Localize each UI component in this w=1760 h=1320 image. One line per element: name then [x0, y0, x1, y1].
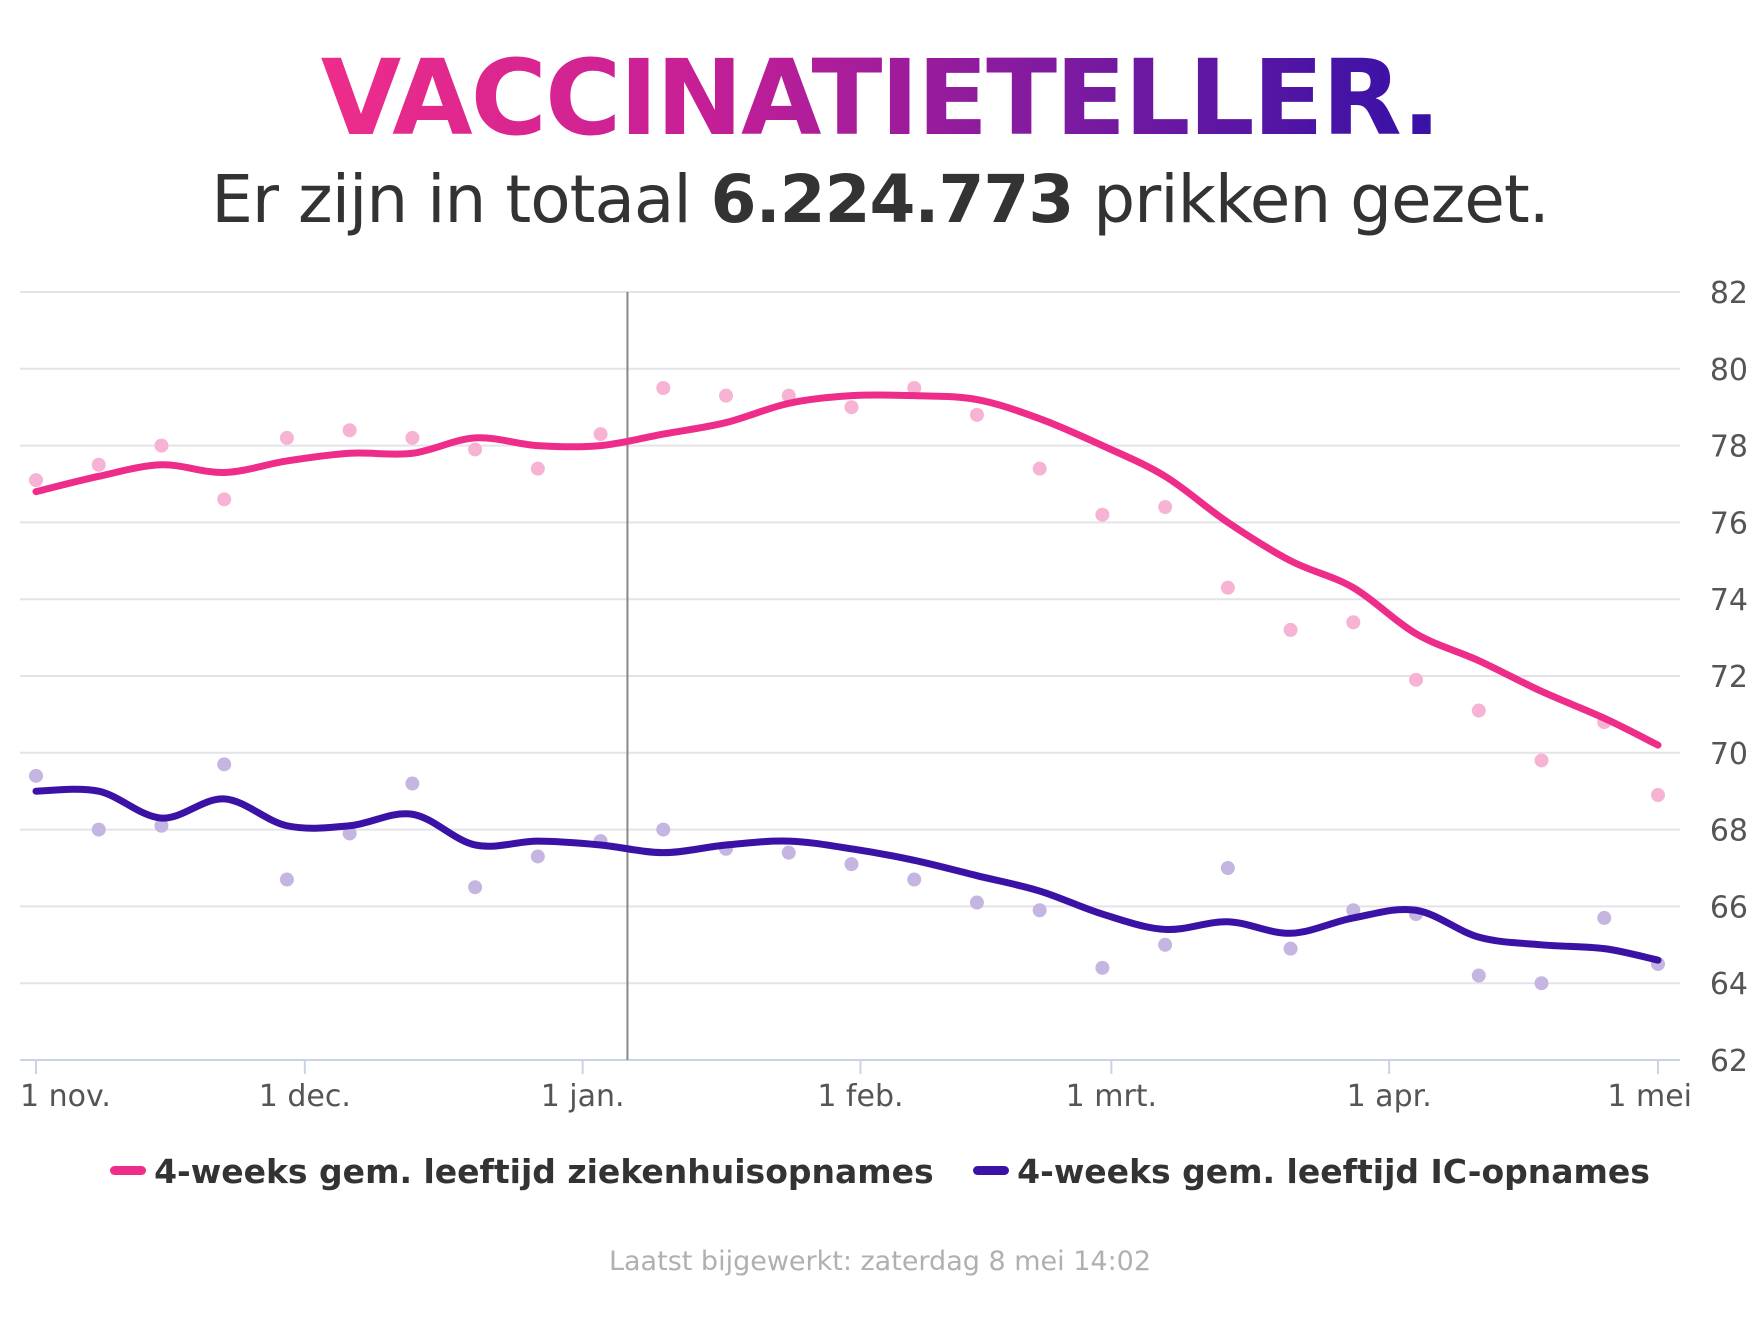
- data-point-hospital: [468, 442, 483, 457]
- data-point-ic: [1471, 968, 1486, 983]
- age-chart: 82 80 78 76 74 72 70 68 66 64 62 1 nov. 1 dec. 1 jan.…: [20, 276, 1748, 1114]
- axis-layer: 82 80 78 76 74 72 70 68 66 64 62 1 nov. 1 dec. 1 jan.…: [20, 276, 1748, 1114]
- data-point-ic: [781, 845, 796, 860]
- data-point-hospital: [1534, 753, 1549, 768]
- x-tick-label: 1 nov.: [20, 1079, 111, 1114]
- y-tick-label: 76: [1710, 506, 1748, 541]
- y-tick-label: 72: [1710, 660, 1748, 695]
- data-point-ic: [656, 822, 671, 837]
- y-tick-label: 70: [1710, 737, 1748, 772]
- y-tick-label: 80: [1710, 353, 1748, 388]
- data-point-hospital: [1471, 703, 1486, 718]
- legend-item-ic: 4-weeks gem. leeftijd IC-opnames: [973, 1152, 1650, 1191]
- data-point-ic: [405, 776, 420, 791]
- data-point-ic: [154, 818, 169, 833]
- data-point-hospital: [1409, 672, 1424, 687]
- data-point-hospital: [29, 473, 43, 488]
- x-tick-label: 1 dec.: [259, 1079, 351, 1114]
- data-point-ic: [969, 895, 984, 910]
- data-point-hospital: [1158, 500, 1173, 515]
- data-point-hospital: [342, 423, 357, 438]
- y-tick-label: 78: [1710, 430, 1748, 465]
- data-point-ic: [1283, 941, 1298, 956]
- data-point-ic: [1597, 910, 1612, 925]
- last-updated: Laatst bijgewerkt: zaterdag 8 mei 14:02: [608, 1246, 1152, 1277]
- vaccination-total: 6.224.773: [710, 161, 1075, 238]
- data-point-hospital: [1651, 788, 1665, 803]
- page-title: VACCINATIETELLER.: [0, 38, 1760, 158]
- series-line-hospital: [32, 391, 1662, 749]
- data-point-hospital: [719, 388, 734, 403]
- subtitle-suffix: prikken gezet.: [1093, 161, 1549, 238]
- data-point-ic: [342, 826, 357, 841]
- y-tick-label: 62: [1710, 1044, 1748, 1079]
- data-point-hospital: [154, 438, 169, 453]
- data-point-ic: [907, 872, 922, 887]
- legend-label-ic: 4-weeks gem. leeftijd IC-opnames: [1017, 1152, 1650, 1191]
- data-point-hospital: [1095, 507, 1110, 522]
- data-point-hospital: [1283, 622, 1298, 637]
- data-point-ic: [530, 849, 545, 864]
- data-point-ic: [279, 872, 294, 887]
- lines-layer: [32, 391, 1662, 964]
- legend: 4-weeks gem. leeftijd ziekenhuisopnames …: [0, 1152, 1760, 1191]
- data-point-hospital: [593, 427, 608, 442]
- data-point-hospital: [279, 430, 294, 445]
- data-point-hospital: [969, 407, 984, 422]
- series-line-ic: [32, 785, 1662, 964]
- data-point-hospital: [844, 400, 859, 415]
- y-tick-label: 74: [1710, 583, 1748, 618]
- data-point-ic: [844, 857, 859, 872]
- y-tick-label: 68: [1710, 814, 1748, 849]
- grid-layer: [20, 291, 1680, 1061]
- points-layer: [29, 381, 1665, 991]
- x-tick-label: 1 mei: [1607, 1079, 1692, 1114]
- x-tick-label: 1 jan.: [541, 1079, 625, 1114]
- title-dot: .: [1401, 37, 1441, 159]
- data-point-ic: [1158, 937, 1173, 952]
- data-point-hospital: [1220, 580, 1235, 595]
- data-point-hospital: [907, 381, 922, 395]
- x-tick-label: 1 mrt.: [1066, 1079, 1157, 1114]
- data-point-hospital: [656, 381, 671, 395]
- y-tick-label: 82: [1710, 276, 1748, 311]
- data-point-ic: [1220, 861, 1235, 875]
- data-point-ic: [1032, 903, 1047, 918]
- legend-swatch-hospital: [110, 1166, 147, 1175]
- data-point-hospital: [405, 430, 420, 445]
- data-point-hospital: [1032, 461, 1047, 476]
- title-text: VACCINATIETELLER: [320, 37, 1404, 159]
- data-point-hospital: [1346, 615, 1361, 630]
- data-point-ic: [1095, 960, 1110, 975]
- legend-swatch-ic: [973, 1166, 1010, 1175]
- y-tick-label: 64: [1710, 967, 1748, 1002]
- data-point-hospital: [91, 457, 106, 472]
- legend-item-hospital: 4-weeks gem. leeftijd ziekenhuisopnames: [110, 1152, 934, 1191]
- data-point-hospital: [530, 461, 545, 476]
- y-tick-label: 66: [1710, 890, 1748, 925]
- data-point-ic: [91, 822, 106, 837]
- x-tick-label: 1 feb.: [817, 1079, 903, 1114]
- data-point-ic: [468, 880, 483, 895]
- data-point-hospital: [217, 492, 232, 507]
- subtitle-prefix: Er zijn in totaal: [211, 161, 691, 238]
- legend-label-hospital: 4-weeks gem. leeftijd ziekenhuisopnames: [154, 1152, 934, 1191]
- subtitle: Er zijn in totaal 6.224.773 prikken geze…: [0, 158, 1760, 242]
- data-point-ic: [1534, 976, 1549, 991]
- data-point-ic: [29, 768, 43, 783]
- data-point-ic: [217, 757, 232, 772]
- x-tick-label: 1 apr.: [1347, 1079, 1432, 1114]
